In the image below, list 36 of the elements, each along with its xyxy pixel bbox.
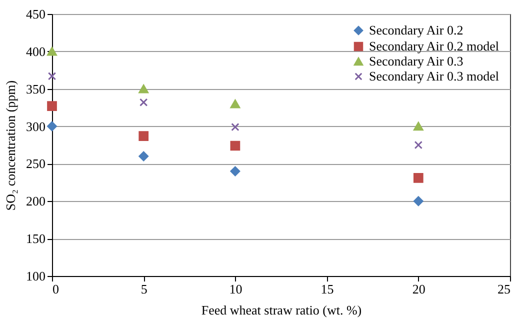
x-tick-label: 0 [52, 282, 59, 296]
point [413, 173, 424, 183]
y-tick-label: 250 [26, 156, 46, 172]
x-tick-label: 10 [229, 282, 242, 296]
point [140, 98, 148, 106]
x-tick-label: 5 [140, 282, 148, 296]
legend-label: Secondary Air 0.3 [369, 54, 464, 68]
point [231, 122, 240, 132]
y-tick-label: 300 [26, 118, 46, 134]
point [230, 166, 240, 176]
point [230, 140, 240, 151]
y-tick-label: 450 [26, 6, 46, 22]
point [413, 196, 424, 206]
point [230, 99, 240, 108]
point [413, 122, 424, 131]
y-tick-label: 400 [26, 44, 46, 59]
point [414, 140, 422, 150]
x-tick-label: 15 [320, 282, 334, 296]
x-tick-label: 25 [498, 282, 510, 296]
point [47, 101, 57, 112]
y-tick-label: 350 [26, 81, 46, 96]
legend-label: Secondary Air 0.3 model [369, 68, 500, 84]
point [138, 131, 149, 141]
point [47, 121, 57, 132]
point [138, 151, 149, 162]
point [47, 47, 57, 56]
y-tick-label: 150 [26, 231, 46, 246]
y-axis-title: SO₂ concentration (ppm) [3, 80, 18, 211]
point [48, 72, 56, 80]
x-axis-title: Feed wheat straw ratio (wt. %) [201, 302, 362, 318]
x-tick-label: 20 [412, 282, 426, 296]
legend-label: Secondary Air 0.2 [369, 22, 464, 38]
y-tick-label: 200 [26, 194, 46, 209]
y-tick-label: 100 [26, 268, 46, 284]
point [138, 84, 149, 94]
legend-label: Secondary Air 0.2 model [369, 38, 500, 54]
